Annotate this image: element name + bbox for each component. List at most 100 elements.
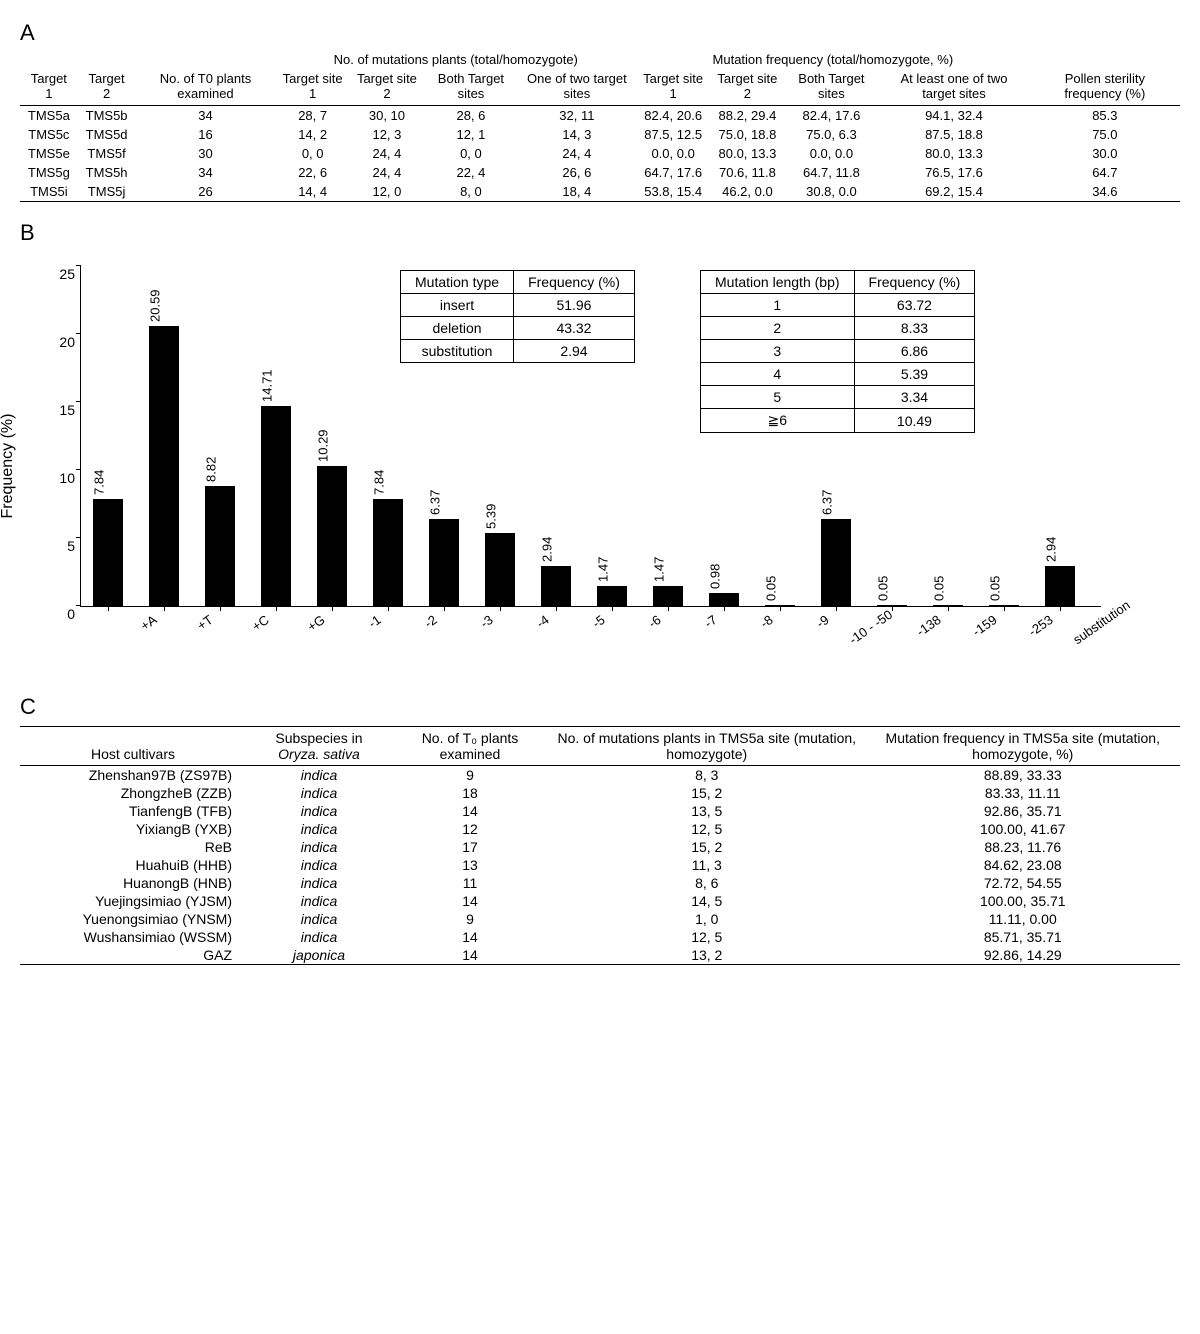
- table-cell: 82.4, 17.6: [785, 106, 879, 126]
- inset-table-mutation-length: Mutation length (bp)Frequency (%) 163.72…: [700, 270, 975, 433]
- y-axis-label: Frequency (%): [0, 414, 17, 519]
- x-tick-mark: [388, 606, 389, 611]
- table-cell: 75.0: [1030, 125, 1180, 144]
- table-cell: TMS5j: [78, 182, 136, 202]
- table-cell: 14: [392, 928, 548, 946]
- table-cell: 64.7, 17.6: [636, 163, 710, 182]
- table-cell: TMS5f: [78, 144, 136, 163]
- table-cell: indica: [246, 802, 392, 820]
- table-row: Yuenongsimiao (YNSM)indica91, 011.11, 0.…: [20, 910, 1180, 928]
- table-cell: 34.6: [1030, 182, 1180, 202]
- x-axis-label: -9: [790, 612, 831, 647]
- table-row: YixiangB (YXB)indica1212, 5100.00, 41.67: [20, 820, 1180, 838]
- x-axis-label: -6: [622, 612, 663, 647]
- table-cell: 9: [392, 910, 548, 928]
- table-cell: 100.00, 41.67: [866, 820, 1180, 838]
- table-cell: 26, 6: [518, 163, 636, 182]
- x-axis-label: -1: [342, 612, 383, 647]
- y-tick-label: 15: [41, 402, 75, 418]
- x-tick-mark: [780, 606, 781, 611]
- table-cell: 11: [392, 874, 548, 892]
- table-row: TMS5gTMS5h3422, 624, 422, 426, 664.7, 17…: [20, 163, 1180, 182]
- table-cell: 28, 6: [424, 106, 518, 126]
- table-cell: Yuejingsimiao (YJSM): [20, 892, 246, 910]
- bar: [485, 533, 515, 606]
- bar: [149, 326, 179, 606]
- table-row: ReBindica1715, 288.23, 11.76: [20, 838, 1180, 856]
- table-cell: 30, 10: [350, 106, 424, 126]
- panel-b: B Frequency (%) 05101520257.8420.598.821…: [20, 220, 1180, 676]
- table-cell: 87.5, 12.5: [636, 125, 710, 144]
- group-header-2: Mutation frequency (total/homozygote, %): [636, 50, 1030, 69]
- bar-value-label: 5.39: [484, 503, 499, 528]
- y-tick-mark: [76, 605, 81, 606]
- table-cell: 14: [392, 946, 548, 965]
- bar: [317, 466, 347, 606]
- table-cell: indica: [246, 784, 392, 802]
- table-cell: 0, 0: [276, 144, 350, 163]
- table-cell: 13, 2: [548, 946, 866, 965]
- table-cell: 0.0, 0.0: [636, 144, 710, 163]
- table-cell: TMS5a: [20, 106, 78, 126]
- y-tick-label: 20: [41, 334, 75, 350]
- table-cell: 0, 0: [424, 144, 518, 163]
- table-cell: 100.00, 35.71: [866, 892, 1180, 910]
- x-tick-mark: [164, 606, 165, 611]
- x-tick-mark: [1004, 606, 1005, 611]
- table-cell: 87.5, 18.8: [878, 125, 1029, 144]
- bar-value-label: 0.98: [708, 563, 723, 588]
- table-row: ZhongzheB (ZZB)indica1815, 283.33, 11.11: [20, 784, 1180, 802]
- table-cell: 18: [392, 784, 548, 802]
- bar: [1045, 566, 1075, 606]
- table-cell: TMS5h: [78, 163, 136, 182]
- table-cell: 12, 5: [548, 928, 866, 946]
- table-cell: 94.1, 32.4: [878, 106, 1029, 126]
- table-cell: 64.7: [1030, 163, 1180, 182]
- table-cell: 92.86, 35.71: [866, 802, 1180, 820]
- table-cell: 88.23, 11.76: [866, 838, 1180, 856]
- table-cell: 24, 4: [350, 144, 424, 163]
- table-cell: 1, 0: [548, 910, 866, 928]
- table-row: HuahuiB (HHB)indica1311, 384.62, 23.08: [20, 856, 1180, 874]
- x-tick-mark: [948, 606, 949, 611]
- panel-b-label: B: [20, 220, 1180, 246]
- bar-value-label: 7.84: [372, 470, 387, 495]
- table-cell: 12, 5: [548, 820, 866, 838]
- table-cell: TianfengB (TFB): [20, 802, 246, 820]
- panel-c: C Host cultivars Subspecies inOryza. sat…: [20, 694, 1180, 965]
- bar-value-label: 7.84: [92, 470, 107, 495]
- table-cell: ReB: [20, 838, 246, 856]
- table-cell: 28, 7: [276, 106, 350, 126]
- table-cell: 46.2, 0.0: [710, 182, 784, 202]
- x-tick-mark: [444, 606, 445, 611]
- bar-value-label: 1.47: [652, 557, 667, 582]
- x-axis-label: -2: [398, 612, 439, 647]
- table-cell: 75.0, 18.8: [710, 125, 784, 144]
- bar-value-label: 14.71: [260, 369, 275, 402]
- table-cell: 14, 2: [276, 125, 350, 144]
- table-cell: indica: [246, 928, 392, 946]
- table-cell: 14, 4: [276, 182, 350, 202]
- bar-value-label: 20.59: [148, 289, 163, 322]
- x-axis-label: -253: [1014, 612, 1055, 647]
- table-cell: 88.2, 29.4: [710, 106, 784, 126]
- bar: [709, 593, 739, 606]
- y-tick-label: 5: [41, 538, 75, 554]
- y-tick-mark: [76, 401, 81, 402]
- table-cell: 84.62, 23.08: [866, 856, 1180, 874]
- table-cell: 85.71, 35.71: [866, 928, 1180, 946]
- table-cell: 17: [392, 838, 548, 856]
- table-cell: indica: [246, 856, 392, 874]
- table-cell: 22, 4: [424, 163, 518, 182]
- table-cell: 34: [135, 106, 275, 126]
- table-cell: 11.11, 0.00: [866, 910, 1180, 928]
- table-cell: 32, 11: [518, 106, 636, 126]
- group-header-1: No. of mutations plants (total/homozygot…: [276, 50, 636, 69]
- table-c: Host cultivars Subspecies inOryza. sativ…: [20, 726, 1180, 965]
- bar-value-label: 1.47: [596, 557, 611, 582]
- table-cell: TMS5g: [20, 163, 78, 182]
- inset-table-mutation-type: Mutation typeFrequency (%) insert51.96 d…: [400, 270, 635, 363]
- y-tick-mark: [76, 537, 81, 538]
- x-tick-mark: [332, 606, 333, 611]
- table-cell: 9: [392, 766, 548, 785]
